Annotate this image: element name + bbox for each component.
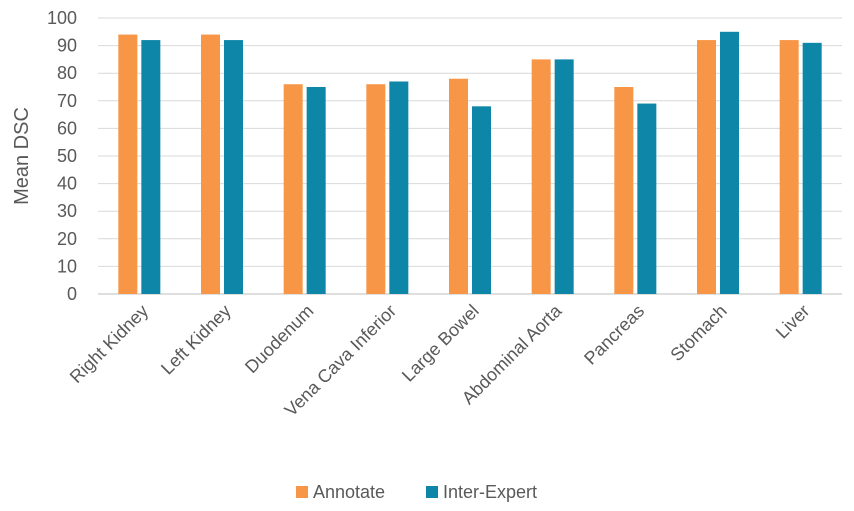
- bar-inter-expert: [389, 81, 409, 294]
- bar-annotate: [531, 59, 551, 295]
- y-tick-label: 10: [57, 256, 77, 276]
- y-tick-label: 40: [57, 174, 77, 194]
- x-tick-label: Left Kidney: [157, 301, 235, 379]
- legend-swatch: [296, 486, 308, 498]
- bar-inter-expert: [472, 106, 491, 294]
- legend: Annotate Inter-Expert: [296, 482, 537, 502]
- y-tick-label: 50: [57, 146, 77, 166]
- bar-inter-expert: [637, 103, 657, 294]
- gridlines: [98, 17, 842, 295]
- bar-inter-expert: [554, 59, 574, 295]
- y-axis-title: Mean DSC: [11, 107, 33, 205]
- x-tick-label: Stomach: [666, 301, 730, 365]
- x-tick-label: Liver: [772, 301, 814, 343]
- bar-inter-expert: [802, 42, 822, 295]
- bar-annotate: [449, 78, 468, 294]
- legend-swatch: [426, 486, 438, 498]
- y-axis-ticks: 0 10 20 30 40 50 60 70 80 90 100: [47, 8, 77, 304]
- bar-annotate: [614, 87, 634, 294]
- bar-annotate: [779, 40, 799, 294]
- y-tick-label: 100: [47, 8, 77, 28]
- x-tick-label: Duodenum: [241, 301, 317, 377]
- x-tick-label: Right Kidney: [66, 301, 152, 387]
- bar-inter-expert: [306, 87, 326, 294]
- x-tick-label: Large Bowel: [398, 301, 483, 386]
- bar-annotate: [201, 34, 220, 295]
- bar-annotate: [283, 84, 303, 295]
- y-tick-label: 30: [57, 201, 77, 221]
- y-tick-label: 90: [57, 36, 77, 56]
- legend-label: Annotate: [313, 482, 385, 502]
- legend-label: Inter-Expert: [443, 482, 537, 502]
- bars: [118, 31, 822, 295]
- bar-inter-expert: [141, 40, 161, 294]
- bar-annotate: [366, 84, 386, 295]
- y-tick-label: 70: [57, 91, 77, 111]
- bar-annotate: [118, 34, 138, 295]
- y-tick-label: 20: [57, 229, 77, 249]
- bar-inter-expert: [224, 40, 243, 294]
- bar-inter-expert: [720, 31, 739, 295]
- y-tick-label: 60: [57, 118, 77, 138]
- x-tick-label: Pancreas: [580, 301, 648, 369]
- y-tick-label: 80: [57, 63, 77, 83]
- y-tick-label: 0: [67, 284, 77, 304]
- bar-annotate: [697, 40, 716, 294]
